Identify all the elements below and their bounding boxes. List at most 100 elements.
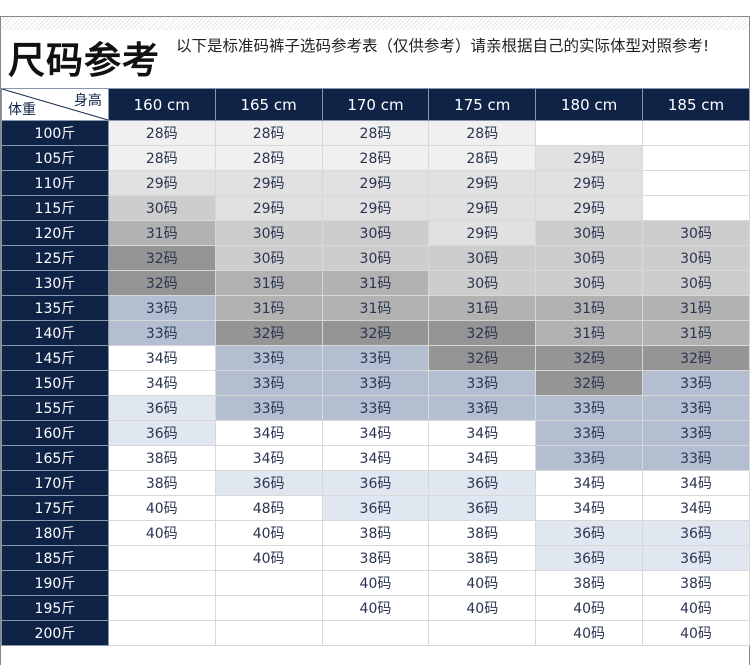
size-cell: 38码 xyxy=(428,545,537,571)
size-cell: 32码 xyxy=(321,320,430,346)
size-cell: 32码 xyxy=(535,345,644,371)
size-cell: 40码 xyxy=(535,620,644,646)
weight-label: 160斤 xyxy=(1,420,109,446)
table-row: 175斤 40码 48码 36码 36码 34码 34码 xyxy=(1,495,750,521)
table-row: 185斤 40码 38码 38码 36码 36码 xyxy=(1,545,750,571)
size-cell: 32码 xyxy=(428,320,537,346)
size-cell xyxy=(107,595,216,621)
size-cell: 33码 xyxy=(535,395,644,421)
size-cell: 28码 xyxy=(107,120,216,146)
size-cell: 38码 xyxy=(321,545,430,571)
size-cell xyxy=(214,595,323,621)
size-cell: 40码 xyxy=(428,595,537,621)
size-cell: 29码 xyxy=(535,145,644,171)
size-cell: 28码 xyxy=(321,120,430,146)
size-cell: 30码 xyxy=(321,220,430,246)
weight-label: 175斤 xyxy=(1,495,109,521)
size-cell: 34码 xyxy=(642,470,750,496)
size-cell: 32码 xyxy=(642,345,750,371)
size-cell xyxy=(321,620,430,646)
size-cell: 32码 xyxy=(535,370,644,396)
height-header: 165 cm xyxy=(214,88,323,121)
weight-label: 115斤 xyxy=(1,195,109,221)
size-cell: 33码 xyxy=(428,370,537,396)
size-cell: 29码 xyxy=(214,170,323,196)
size-cell: 28码 xyxy=(107,145,216,171)
table-row: 190斤 40码 40码 38码 38码 xyxy=(1,570,750,596)
table-row: 160斤 36码 34码 34码 34码 33码 33码 xyxy=(1,420,750,446)
size-cell: 36码 xyxy=(321,470,430,496)
page-title: 尺码参考 xyxy=(8,39,160,82)
weight-label: 145斤 xyxy=(1,345,109,371)
weight-label: 100斤 xyxy=(1,120,109,146)
table-row: 115斤 30码 29码 29码 29码 29码 xyxy=(1,195,750,221)
size-cell: 34码 xyxy=(321,420,430,446)
size-cell: 48码 xyxy=(214,495,323,521)
size-cell: 33码 xyxy=(642,395,750,421)
size-cell: 36码 xyxy=(428,470,537,496)
size-cell: 28码 xyxy=(214,145,323,171)
height-header: 175 cm xyxy=(428,88,537,121)
size-cell: 30码 xyxy=(428,245,537,271)
table-row: 105斤 28码 28码 28码 28码 29码 xyxy=(1,145,750,171)
table-row: 150斤 34码 33码 33码 33码 32码 33码 xyxy=(1,370,750,396)
table-row: 200斤 40码 40码 xyxy=(1,620,750,646)
weight-label: 195斤 xyxy=(1,595,109,621)
size-cell: 36码 xyxy=(214,470,323,496)
size-cell: 31码 xyxy=(642,320,750,346)
weight-label: 150斤 xyxy=(1,370,109,396)
size-cell: 34码 xyxy=(214,420,323,446)
size-cell xyxy=(107,620,216,646)
size-cell: 40码 xyxy=(321,570,430,596)
size-cell: 33码 xyxy=(214,395,323,421)
size-cell: 30码 xyxy=(535,220,644,246)
weight-label: 120斤 xyxy=(1,220,109,246)
table-row: 155斤 36码 33码 33码 33码 33码 33码 xyxy=(1,395,750,421)
weight-label: 105斤 xyxy=(1,145,109,171)
weight-label: 110斤 xyxy=(1,170,109,196)
weight-label: 125斤 xyxy=(1,245,109,271)
size-cell xyxy=(642,120,750,146)
table-row: 100斤 28码 28码 28码 28码 xyxy=(1,120,750,146)
size-cell: 31码 xyxy=(214,295,323,321)
size-cell: 36码 xyxy=(535,545,644,571)
size-cell: 33码 xyxy=(321,370,430,396)
table-row: 130斤 32码 31码 31码 30码 30码 30码 xyxy=(1,270,750,296)
size-cell xyxy=(214,570,323,596)
size-cell xyxy=(107,545,216,571)
weight-label: 180斤 xyxy=(1,520,109,546)
size-cell: 36码 xyxy=(642,520,750,546)
size-cell: 30码 xyxy=(642,270,750,296)
size-cell: 28码 xyxy=(428,145,537,171)
size-cell: 30码 xyxy=(214,220,323,246)
size-cell: 36码 xyxy=(321,495,430,521)
size-cell: 38码 xyxy=(535,570,644,596)
size-cell: 40码 xyxy=(107,495,216,521)
size-cell: 29码 xyxy=(321,195,430,221)
weight-label: 200斤 xyxy=(1,620,109,646)
header-row: 身高 体重 160 cm 165 cm 170 cm 175 cm 180 cm 185 … xyxy=(1,88,750,121)
size-cell: 33码 xyxy=(321,395,430,421)
size-cell: 32码 xyxy=(428,345,537,371)
size-cell: 38码 xyxy=(107,445,216,471)
table-row: 135斤 33码 31码 31码 31码 31码 31码 xyxy=(1,295,750,321)
size-cell: 30码 xyxy=(321,245,430,271)
size-cell: 34码 xyxy=(214,445,323,471)
weight-label: 170斤 xyxy=(1,470,109,496)
size-cell: 30码 xyxy=(107,195,216,221)
size-cell: 40码 xyxy=(107,520,216,546)
size-cell: 31码 xyxy=(107,220,216,246)
size-cell: 40码 xyxy=(642,620,750,646)
size-table: 身高 体重 160 cm 165 cm 170 cm 175 cm 180 cm 185 … xyxy=(1,88,750,646)
size-cell: 28码 xyxy=(321,145,430,171)
table-row: 110斤 29码 29码 29码 29码 29码 xyxy=(1,170,750,196)
size-cell: 34码 xyxy=(428,445,537,471)
size-cell: 36码 xyxy=(428,495,537,521)
size-cell: 33码 xyxy=(535,420,644,446)
size-cell: 29码 xyxy=(214,195,323,221)
size-cell: 33码 xyxy=(535,445,644,471)
size-cell: 29码 xyxy=(535,170,644,196)
height-header: 180 cm xyxy=(535,88,644,121)
size-cell: 29码 xyxy=(107,170,216,196)
diagonal-divider xyxy=(2,89,108,120)
